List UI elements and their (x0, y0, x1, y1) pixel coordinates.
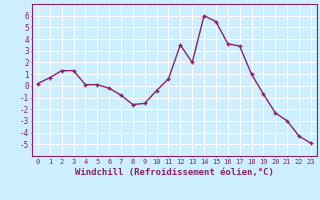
X-axis label: Windchill (Refroidissement éolien,°C): Windchill (Refroidissement éolien,°C) (75, 168, 274, 177)
